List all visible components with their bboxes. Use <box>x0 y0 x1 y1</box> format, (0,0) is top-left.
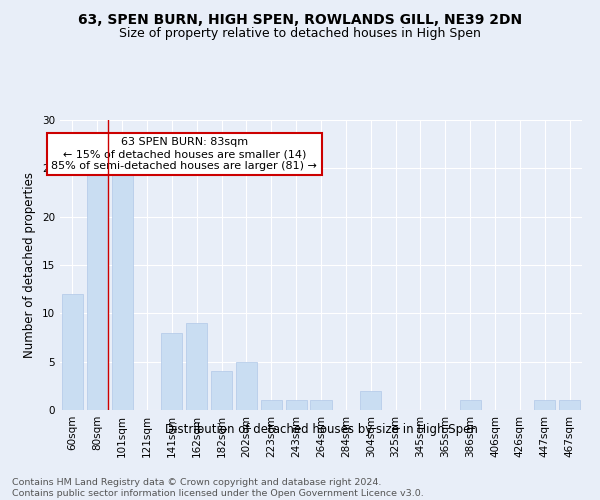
Bar <box>310 400 332 410</box>
Bar <box>360 390 381 410</box>
Bar <box>261 400 282 410</box>
Bar <box>534 400 555 410</box>
Y-axis label: Number of detached properties: Number of detached properties <box>23 172 37 358</box>
Bar <box>460 400 481 410</box>
Bar <box>112 168 133 410</box>
Bar <box>211 372 232 410</box>
Bar <box>62 294 83 410</box>
Text: 63, SPEN BURN, HIGH SPEN, ROWLANDS GILL, NE39 2DN: 63, SPEN BURN, HIGH SPEN, ROWLANDS GILL,… <box>78 12 522 26</box>
Text: Size of property relative to detached houses in High Spen: Size of property relative to detached ho… <box>119 28 481 40</box>
Bar <box>286 400 307 410</box>
Bar <box>161 332 182 410</box>
Bar <box>236 362 257 410</box>
Text: 63 SPEN BURN: 83sqm
← 15% of detached houses are smaller (14)
85% of semi-detach: 63 SPEN BURN: 83sqm ← 15% of detached ho… <box>52 138 317 170</box>
Bar <box>186 323 207 410</box>
Text: Distribution of detached houses by size in High Spen: Distribution of detached houses by size … <box>164 422 478 436</box>
Text: Contains HM Land Registry data © Crown copyright and database right 2024.
Contai: Contains HM Land Registry data © Crown c… <box>12 478 424 498</box>
Bar <box>87 168 108 410</box>
Bar <box>559 400 580 410</box>
